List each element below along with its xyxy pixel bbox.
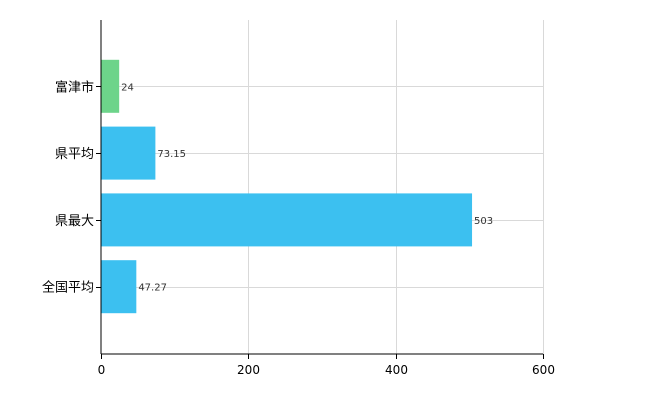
data-label: 24 — [121, 82, 134, 93]
data-label: 47.27 — [138, 283, 167, 294]
x-tick-label: 0 — [98, 363, 106, 377]
category-label: 県平均 — [55, 147, 94, 162]
x-tick-label: 600 — [532, 363, 555, 377]
data-label: 73.15 — [157, 149, 186, 160]
x-tick-label: 200 — [237, 363, 260, 377]
grid-lines — [101, 20, 544, 354]
data-label: 503 — [474, 216, 493, 227]
bar-1 — [101, 126, 156, 180]
bar-2 — [101, 193, 473, 247]
category-label: 県最大 — [55, 214, 94, 229]
category-label: 全国平均 — [42, 280, 94, 296]
category-label: 富津市 — [55, 79, 94, 95]
bars — [101, 59, 473, 314]
axes — [100, 20, 543, 355]
labels: 0 200 400 600 富津市 24 県平均 73.15 県最大 503 全国平均 47.27 — [42, 79, 555, 377]
bar-0 — [101, 59, 120, 113]
bar-3 — [101, 260, 137, 314]
x-tick-label: 400 — [385, 363, 408, 377]
